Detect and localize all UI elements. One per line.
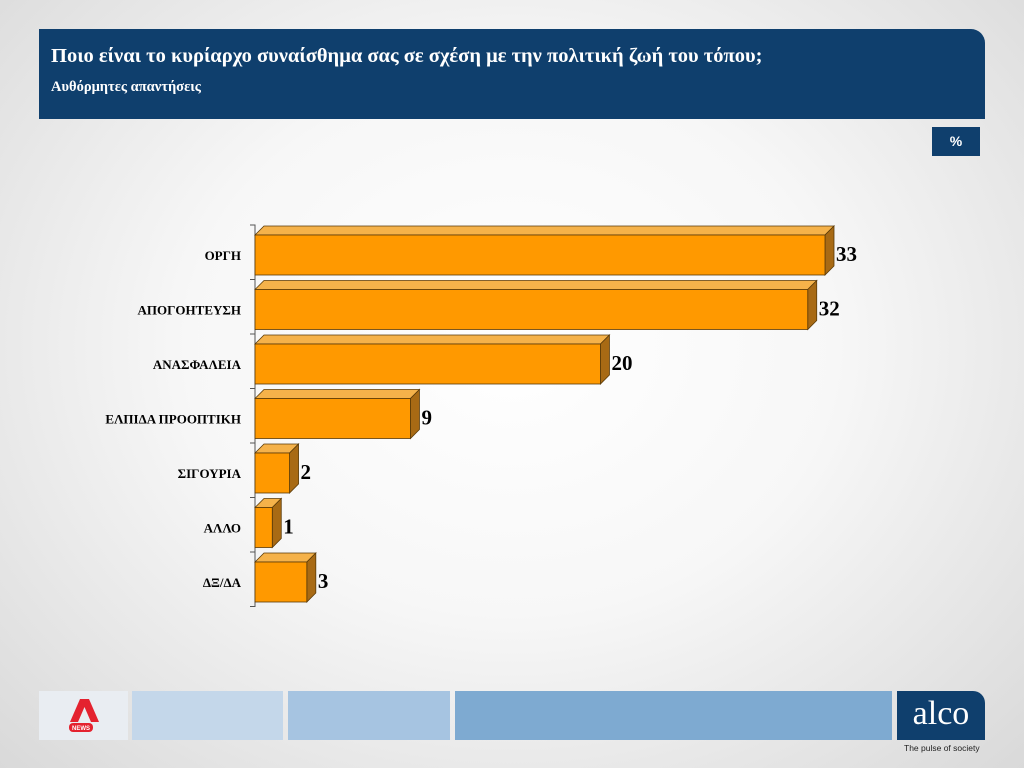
bar-top-face xyxy=(254,225,835,236)
data-label: 2 xyxy=(301,460,312,484)
data-label: 3 xyxy=(318,569,329,593)
alco-tagline: The pulse of society xyxy=(904,743,980,753)
bar-side-face xyxy=(600,334,610,385)
bar-side-face xyxy=(410,388,420,440)
category-label: ΣΙΓΟΥΡΙΑ xyxy=(178,466,242,481)
page-title: Ποιο είναι το κυρίαρχο συναίσθημα σας σε… xyxy=(51,45,763,67)
bar-6 xyxy=(254,507,273,548)
bar-side-face xyxy=(289,443,299,494)
alpha-news-logo: NEWS xyxy=(69,699,99,732)
data-label: 9 xyxy=(421,406,432,430)
data-label: 32 xyxy=(819,297,840,321)
bar-5 xyxy=(254,452,290,494)
bar-top-face xyxy=(254,552,317,563)
category-label: ΑΠΟΓΟΗΤΕΥΣΗ xyxy=(138,303,241,318)
alco-logo: alco xyxy=(897,691,985,740)
news-logo-box: NEWS xyxy=(39,691,128,740)
news-logo-text: NEWS xyxy=(72,726,90,732)
page-subtitle: Αυθόρμητες απαντήσεις xyxy=(51,79,201,95)
bar-side-face xyxy=(306,552,317,603)
category-label: ΟΡΓΗ xyxy=(205,248,241,263)
bar-1 xyxy=(254,234,826,276)
bar-top-face xyxy=(254,334,611,345)
alco-logo-text: alco xyxy=(912,695,970,732)
bar-3 xyxy=(254,343,601,385)
bar-top-face xyxy=(254,389,421,399)
bar-2 xyxy=(254,289,809,330)
category-label: ΑΛΛΟ xyxy=(204,521,241,536)
unit-badge: % xyxy=(932,127,980,156)
data-label: 1 xyxy=(283,515,294,539)
bar-4 xyxy=(254,398,411,439)
footer-band-2 xyxy=(288,691,450,740)
data-label: 20 xyxy=(611,351,632,375)
bar-top-face xyxy=(254,280,818,290)
header-banner: Ποιο είναι το κυρίαρχο συναίσθημα σας σε… xyxy=(39,29,985,119)
category-label: ΑΝΑΣΦΑΛΕΙΑ xyxy=(153,357,242,372)
bar-side-face xyxy=(271,497,282,549)
bar-side-face xyxy=(807,279,818,331)
footer-band-1 xyxy=(132,691,283,740)
bar-side-face xyxy=(824,225,835,276)
data-label: 33 xyxy=(836,242,857,266)
footer-band-3 xyxy=(455,691,892,740)
category-label: ΔΞ/ΔΑ xyxy=(203,575,242,590)
category-label: ΕΛΠΙΔΑ ΠΡΟΟΠΤΙΚΗ xyxy=(105,412,241,427)
bar-7 xyxy=(254,561,308,603)
